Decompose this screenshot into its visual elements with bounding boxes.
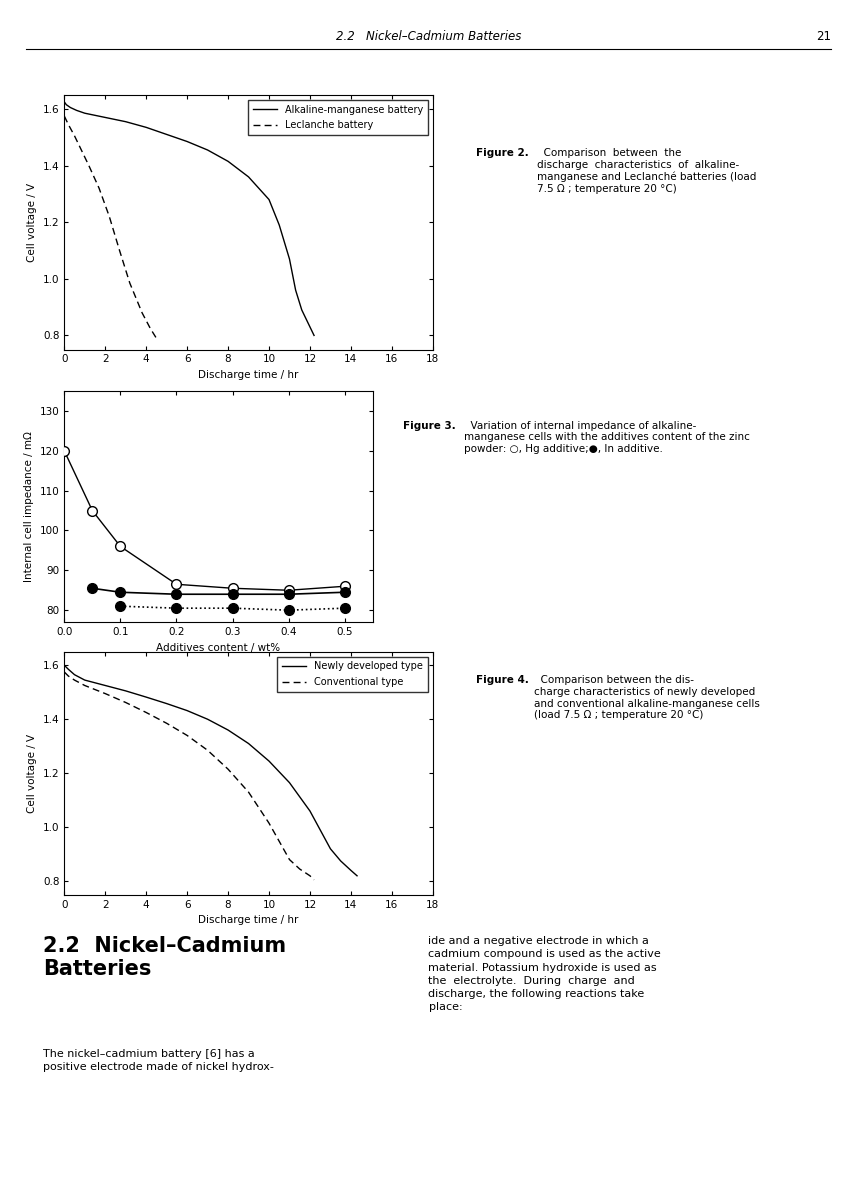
Text: 2.2  Nickel–Cadmium
Batteries: 2.2 Nickel–Cadmium Batteries [43, 936, 286, 979]
Y-axis label: Cell voltage / V: Cell voltage / V [27, 182, 37, 262]
Text: Figure 3.: Figure 3. [403, 421, 456, 430]
X-axis label: Discharge time / hr: Discharge time / hr [198, 915, 299, 925]
Legend: Newly developed type, Conventional type: Newly developed type, Conventional type [278, 656, 428, 692]
Y-axis label: Internal cell impedance / mΩ: Internal cell impedance / mΩ [24, 431, 34, 582]
Text: Comparison between the dis-
charge characteristics of newly developed
and conven: Comparison between the dis- charge chara… [534, 675, 760, 720]
Text: Variation of internal impedance of alkaline-
manganese cells with the additives : Variation of internal impedance of alkal… [464, 421, 751, 454]
Text: 21: 21 [816, 30, 831, 43]
X-axis label: Additives content / wt%: Additives content / wt% [157, 642, 280, 653]
Legend: Alkaline-manganese battery, Leclanche battery: Alkaline-manganese battery, Leclanche ba… [248, 100, 428, 135]
X-axis label: Discharge time / hr: Discharge time / hr [198, 370, 299, 380]
Text: Comparison  between  the
discharge  characteristics  of  alkaline-
manganese and: Comparison between the discharge charact… [537, 148, 757, 193]
Text: 2.2   Nickel–Cadmium Batteries: 2.2 Nickel–Cadmium Batteries [336, 30, 521, 43]
Text: Figure 4.: Figure 4. [476, 675, 529, 685]
Text: The nickel–cadmium battery [6] has a
positive electrode made of nickel hydrox-: The nickel–cadmium battery [6] has a pos… [43, 1049, 273, 1072]
Y-axis label: Cell voltage / V: Cell voltage / V [27, 734, 37, 813]
Text: ide and a negative electrode in which a
cadmium compound is used as the active
m: ide and a negative electrode in which a … [428, 936, 662, 1012]
Text: Figure 2.: Figure 2. [476, 148, 529, 158]
